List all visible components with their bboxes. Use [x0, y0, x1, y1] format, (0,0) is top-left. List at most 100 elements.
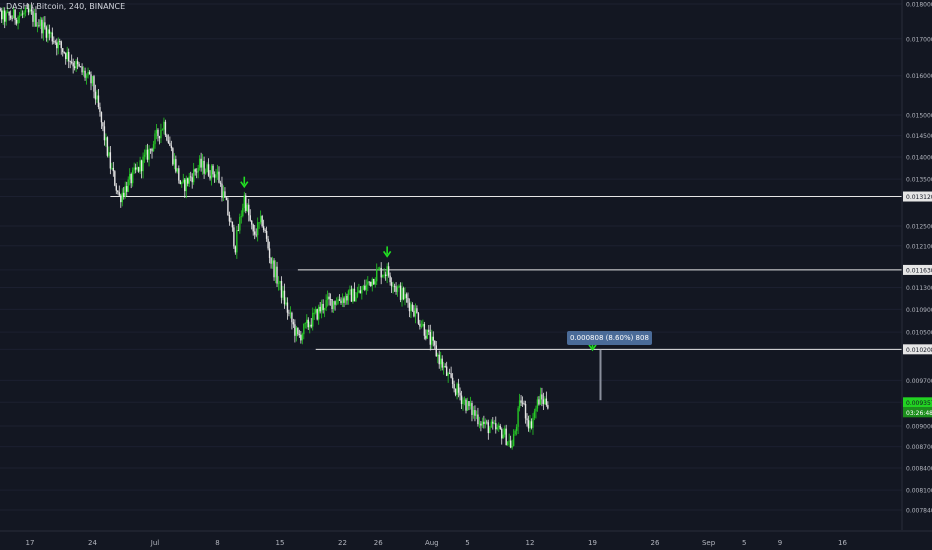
candle-body: [524, 403, 527, 419]
candle-body: [90, 74, 92, 84]
candles: [0, 2, 549, 450]
candle-up: [313, 308, 315, 321]
candle-down: [164, 119, 167, 138]
candle-down: [187, 177, 189, 187]
candle-down: [0, 7, 1, 12]
candle-body: [535, 408, 537, 412]
candle-down: [292, 318, 295, 328]
candle-body: [384, 274, 387, 277]
candle-body: [402, 288, 405, 300]
candle-down: [353, 282, 356, 302]
candle-body: [286, 302, 289, 313]
candle-up: [337, 296, 339, 305]
candle-down: [9, 10, 12, 21]
candle-body: [158, 136, 161, 139]
candle-up: [493, 419, 495, 425]
candle-body: [359, 290, 362, 294]
candle-down: [329, 293, 332, 306]
grid-lines: [0, 3, 902, 511]
candle-body: [176, 168, 179, 172]
candle-up: [371, 277, 373, 292]
candle-body: [24, 7, 27, 13]
candle-body: [453, 384, 455, 389]
candle-body: [139, 160, 141, 172]
candle-body: [17, 17, 19, 24]
candle-body: [39, 19, 42, 26]
candle-body: [227, 200, 229, 216]
candle-up: [456, 382, 458, 400]
candle-body: [231, 221, 234, 228]
candle-body: [451, 377, 454, 385]
candle-body: [251, 220, 253, 225]
candle-body: [508, 440, 510, 442]
candle-up: [511, 439, 513, 450]
candle-body: [160, 129, 162, 139]
candle-up: [358, 283, 360, 294]
price-tick-label: 0.015000: [906, 112, 932, 119]
candle-down: [67, 48, 70, 69]
candle-up: [282, 285, 284, 301]
candle-down: [322, 299, 324, 314]
candle-down: [231, 221, 234, 232]
time-tick-label: 17: [26, 539, 35, 547]
candle-up: [57, 37, 59, 55]
candle-down: [286, 297, 289, 320]
candle-body: [328, 296, 330, 299]
candle-down: [63, 51, 65, 55]
candle-down: [547, 401, 549, 410]
candle-down: [130, 172, 132, 189]
candle-body: [224, 191, 226, 198]
candle-down: [51, 27, 54, 45]
candle-down: [26, 3, 28, 9]
candle-down: [103, 120, 106, 146]
candle-up: [163, 117, 165, 135]
candle-down: [425, 329, 427, 341]
candle-down: [191, 173, 193, 189]
candle-down: [123, 186, 125, 200]
candle-down: [4, 7, 6, 29]
candle-body: [204, 171, 207, 174]
candle-up: [447, 371, 449, 383]
candle-body: [325, 300, 327, 309]
candle-down: [262, 219, 265, 233]
candle-down: [380, 262, 382, 285]
candle-body: [201, 160, 204, 168]
candle-down: [384, 271, 387, 281]
candle-body: [166, 135, 168, 141]
candle-down: [441, 355, 443, 371]
candle-up: [143, 149, 146, 163]
price-tick-label: 0.016000: [906, 73, 932, 80]
candle-up: [75, 59, 77, 73]
candle-body: [465, 399, 467, 411]
candle-body: [297, 327, 299, 335]
candle-body: [410, 304, 412, 312]
candle-body: [289, 312, 292, 314]
candle-up: [462, 397, 464, 411]
candle-body: [294, 324, 296, 336]
candle-body: [213, 174, 216, 178]
candle-down: [88, 70, 91, 75]
candle-up: [381, 274, 384, 278]
candle-up: [361, 286, 363, 300]
candle-down: [146, 143, 149, 163]
candle-body: [323, 308, 326, 310]
candle-body: [146, 149, 149, 160]
candle-body: [407, 297, 409, 303]
time-tick-label: 16: [838, 539, 847, 547]
candle-up: [335, 297, 338, 306]
candle-body: [477, 414, 479, 425]
candle-down: [203, 156, 205, 179]
candle-down: [297, 327, 299, 337]
candle-up: [289, 306, 292, 319]
candle-down: [291, 311, 293, 330]
arrow-down-icon: [240, 176, 249, 189]
candle-up: [185, 175, 187, 199]
candle-body: [249, 215, 251, 221]
candle-up: [154, 130, 156, 149]
candle-body: [304, 323, 306, 324]
candle-up: [121, 188, 123, 207]
candle-down: [41, 17, 43, 39]
time-tick-label: 15: [276, 539, 285, 547]
